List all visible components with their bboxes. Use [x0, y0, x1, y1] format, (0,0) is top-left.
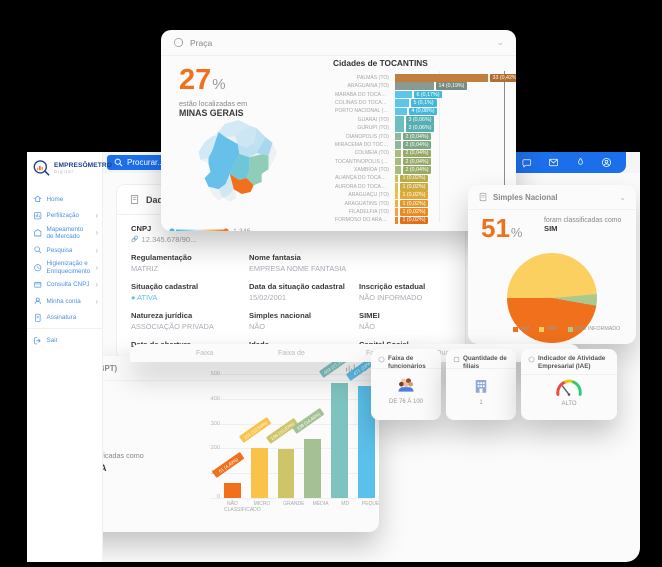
svg-text:1.346: 1.346 [233, 228, 251, 231]
